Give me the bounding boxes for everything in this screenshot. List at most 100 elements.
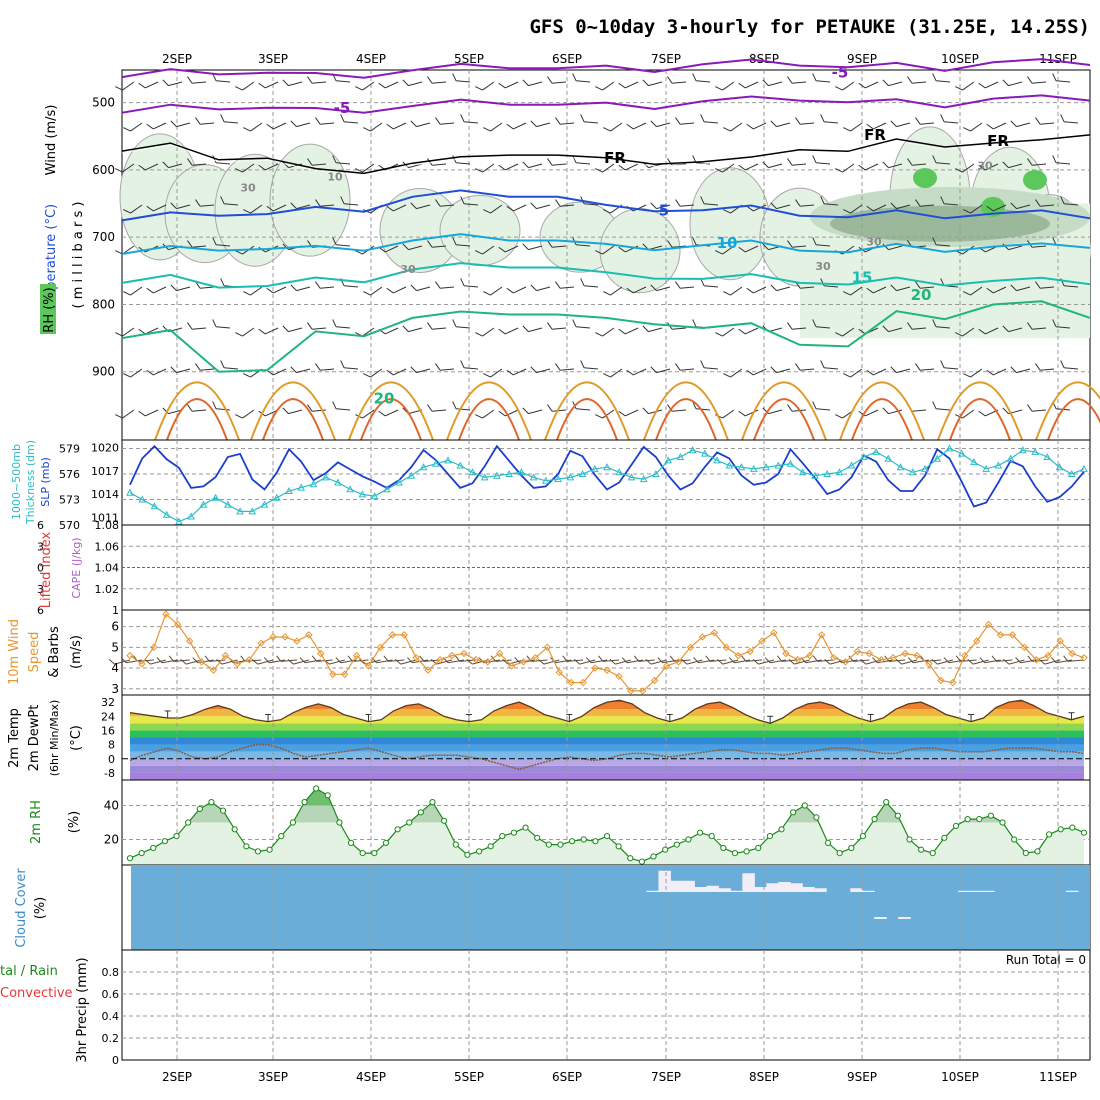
upper-wind-barb: [650, 120, 671, 128]
barb-flag: [435, 363, 441, 371]
upper-wind-barb: [963, 122, 983, 132]
barb-flag: [187, 404, 193, 412]
barb-flag: [955, 414, 963, 419]
wind10-marker: [269, 633, 277, 641]
barb-staff: [920, 122, 935, 125]
barb-flag: [138, 164, 146, 171]
upper-wind-barb: [572, 319, 591, 329]
barb-flag: [890, 120, 897, 127]
barb-staff: [336, 162, 351, 165]
upper-wind-barb: [1052, 155, 1071, 165]
barb-flag: [402, 243, 409, 250]
barb-flag: [762, 79, 769, 86]
upper-wind-barb: [235, 409, 255, 419]
barb-flag: [427, 158, 433, 166]
barb-flag: [943, 657, 950, 664]
barb-staff: [472, 659, 488, 665]
barb-flag: [986, 123, 994, 130]
barb-staff: [150, 659, 166, 665]
upper-wind-barb: [547, 240, 567, 248]
barb-staff: [850, 122, 863, 132]
wind10-marker: [519, 658, 528, 666]
barb-flag: [603, 127, 611, 132]
barb-staff: [176, 368, 191, 374]
barb-staff: [912, 81, 927, 84]
barb-staff: [242, 81, 255, 91]
upper-wind-barb: [282, 79, 303, 87]
barb-staff: [680, 286, 695, 289]
barb-staff: [370, 286, 383, 296]
barb-flag: [243, 373, 251, 378]
barb-staff: [320, 286, 335, 289]
barb-flag: [746, 205, 754, 212]
barb-flag: [460, 196, 465, 204]
upper-ytick: 500: [92, 96, 115, 110]
date-label-top: 9SEP: [847, 52, 877, 66]
barb-flag: [526, 655, 532, 662]
upper-wind-barb: [355, 81, 375, 91]
upper-wind-barb: [1052, 319, 1071, 329]
dewpt2m-line: [129, 743, 1085, 771]
upper-wind-barb: [650, 284, 671, 292]
precip-y-axis: 00.20.40.60.8: [102, 966, 120, 1067]
rh2m-marker: [999, 819, 1006, 826]
barb-staff: [842, 163, 855, 173]
precip-ytick: 0: [112, 1054, 119, 1067]
cloud-panel: Cloud Cover (%): [14, 864, 1091, 951]
barb-flag: [820, 360, 825, 368]
wind10-marker: [901, 649, 909, 658]
upper-wind-barb: [882, 325, 903, 333]
barb-staff: [985, 327, 999, 335]
rh2m-marker: [743, 848, 750, 855]
barb-flag: [204, 655, 210, 662]
barb-flag: [146, 123, 154, 130]
barb-staff: [536, 122, 551, 128]
barb-flag: [347, 655, 353, 662]
barb-flag: [858, 328, 866, 335]
upper-wind-barb: [452, 155, 471, 165]
barb-staff: [936, 326, 951, 329]
rh2m-marker: [755, 844, 762, 852]
wind10-marker: [1032, 656, 1041, 664]
barb-flag: [522, 407, 529, 414]
barb-flag: [1035, 363, 1041, 371]
upper-wind-barb: [650, 366, 671, 374]
rh2m-marker: [219, 807, 227, 814]
barb-flag: [483, 209, 491, 214]
isotherm-20: [121, 300, 1091, 373]
thickness-marker: [786, 459, 795, 467]
upper-wind-barb: [915, 281, 935, 289]
barb-flag: [371, 657, 377, 664]
barb-staff: [648, 81, 663, 87]
date-label-bottom: 2SEP: [162, 1070, 192, 1084]
date-label-top: 5SEP: [454, 52, 484, 66]
barb-staff: [440, 368, 455, 371]
rh2m-marker: [708, 833, 715, 840]
barb-staff: [792, 81, 807, 84]
rh2m-marker: [208, 799, 215, 806]
upper-wind-barb: [402, 79, 423, 87]
upper-wind-barb: [123, 204, 143, 214]
upper-wind-barb: [340, 114, 359, 124]
barb-flag: [776, 655, 783, 662]
barb-flag: [770, 120, 777, 127]
upper-wind-barb: [650, 202, 671, 210]
isotherm-30: [655, 398, 717, 441]
barb-flag: [787, 322, 793, 330]
upper-wind-barb: [1002, 79, 1023, 87]
barb-staff: [633, 204, 647, 212]
contour-label: 30: [240, 182, 256, 195]
barb-flag: [220, 360, 225, 368]
temp2m-label: 2m Temp: [7, 708, 22, 768]
isotherm-FR: [121, 134, 1091, 175]
thickness-marker: [749, 464, 758, 472]
barb-staff: [816, 326, 831, 329]
contour-label: 20: [374, 390, 395, 408]
upper-wind-barb: [978, 81, 999, 89]
upper-wind-barb: [986, 122, 1007, 130]
precip-total-label: tal / Rain: [0, 964, 58, 979]
thickness-marker: [370, 492, 379, 500]
barb-staff: [993, 286, 1007, 294]
barb-flag: [723, 127, 731, 132]
